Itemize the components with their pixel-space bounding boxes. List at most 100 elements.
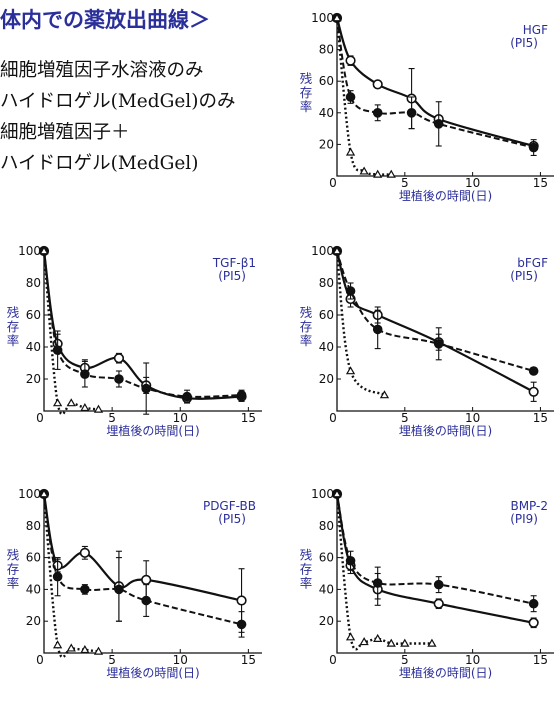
data-point-filled-circle: [433, 339, 444, 349]
x-tick-label: 10: [173, 653, 188, 667]
x-tick-label: 10: [465, 653, 480, 667]
x-tick-label: 15: [533, 411, 548, 425]
figure-title: 体内での薬放出曲線＞: [0, 7, 210, 32]
chart-panel: 20 40 60 80 100 0 5 10 15 埋植後の時間(日) 残存率 PDGF-BB(PI5…: [7, 487, 262, 680]
chart-label: TGF-β1: [212, 256, 256, 270]
data-point-filled-circle: [80, 369, 90, 380]
data-point-filled-circle: [433, 579, 444, 590]
y-tick-label: 100: [18, 487, 41, 501]
x-tick-label: 15: [533, 176, 548, 190]
series-line: [335, 250, 386, 397]
series-line: [335, 250, 535, 393]
data-point-open-triangle: [332, 246, 342, 255]
data-point-open-triangle: [39, 489, 49, 498]
data-point-filled-circle: [114, 374, 124, 384]
y-tick-label: 100: [311, 244, 334, 258]
legend-hydrogel-combined: ハイドロゲル(MedGel): [0, 153, 199, 174]
y-tick-label: 40: [26, 582, 41, 596]
data-point-open-triangle: [427, 638, 437, 647]
data-point-filled-circle: [345, 92, 356, 102]
y-tick-label: 40: [319, 340, 334, 354]
data-point-filled-circle: [182, 391, 192, 402]
data-point-filled-circle: [236, 619, 247, 630]
y-tick-label: 80: [26, 276, 41, 290]
x-tick-label: 5: [108, 653, 116, 667]
data-point-open-triangle: [93, 646, 104, 655]
chart-panel: 20 40 60 80 100 0 5 10 15 埋植後の時間(日) 残存率 HGF(PI5): [300, 11, 554, 203]
data-point-filled-circle: [236, 390, 247, 400]
y-tick-label: 20: [26, 614, 41, 628]
data-point-open-triangle: [52, 398, 63, 407]
x-tick-label: 5: [108, 411, 116, 425]
y-tick-label: 60: [319, 74, 334, 88]
x-tick-label: 0: [329, 653, 337, 667]
data-point-open-triangle: [93, 404, 104, 413]
data-point-open-triangle: [39, 246, 49, 255]
data-point-filled-circle: [406, 108, 417, 118]
data-point-open-circle: [345, 55, 356, 66]
data-point-filled-circle: [345, 555, 356, 566]
x-tick-label: 0: [329, 411, 337, 425]
y-tick-label: 100: [18, 244, 41, 258]
legend-growth-factor-solution: 細胞増殖因子水溶液のみ: [0, 60, 204, 81]
data-point-open-circle: [433, 598, 444, 609]
data-point-open-circle: [113, 353, 125, 364]
legend-hydrogel-only: ハイドロゲル(MedGel)のみ: [0, 91, 236, 112]
x-tick-label: 0: [36, 411, 44, 425]
data-point-filled-circle: [52, 345, 63, 356]
y-tick-label: 80: [319, 276, 334, 290]
series-line: [336, 493, 534, 605]
chart-label: PDGF-BB: [203, 499, 256, 513]
data-point-open-circle: [236, 595, 247, 606]
data-point-open-triangle: [359, 637, 369, 646]
data-point-filled-circle: [372, 578, 383, 588]
data-point-filled-circle: [345, 286, 356, 296]
data-point-open-circle: [528, 617, 539, 628]
y-tick-label: 20: [319, 372, 334, 386]
x-tick-label: 15: [241, 653, 256, 667]
x-tick-label: 0: [329, 176, 337, 190]
data-point-open-triangle: [379, 390, 390, 399]
series-line: [335, 493, 432, 651]
data-point-filled-circle: [528, 366, 539, 376]
chart-sublabel: (PI5): [218, 269, 246, 283]
series-line: [42, 250, 99, 416]
y-axis-label: 残存率: [300, 548, 313, 591]
y-tick-label: 100: [311, 487, 334, 501]
y-tick-label: 20: [319, 137, 334, 151]
data-point-open-circle: [141, 574, 152, 585]
chart-sublabel: (PI5): [510, 36, 538, 50]
x-tick-label: 5: [401, 176, 409, 190]
x-axis-label: 埋植後の時間(日): [106, 423, 199, 438]
data-point-filled-circle: [80, 584, 90, 595]
x-tick-label: 10: [465, 176, 480, 190]
y-tick-label: 80: [26, 519, 41, 533]
data-point-open-circle: [79, 547, 90, 558]
data-point-open-circle: [372, 79, 383, 90]
series-line: [42, 250, 242, 400]
series-line: [42, 493, 99, 659]
data-point-open-triangle: [80, 402, 90, 412]
series-line: [335, 17, 392, 176]
y-tick-label: 100: [311, 11, 334, 25]
chart-label: bFGF: [517, 256, 548, 270]
data-point-open-triangle: [332, 489, 342, 498]
y-tick-label: 40: [26, 340, 41, 354]
y-tick-label: 80: [319, 519, 334, 533]
series-line: [336, 17, 534, 149]
x-axis-label: 埋植後の時間(日): [399, 423, 492, 438]
x-tick-label: 0: [36, 653, 44, 667]
data-point-open-triangle: [386, 169, 396, 178]
y-tick-label: 20: [26, 372, 41, 386]
data-point-open-triangle: [52, 640, 63, 649]
data-point-filled-circle: [141, 383, 151, 394]
y-tick-label: 60: [26, 308, 41, 322]
chart-sublabel: (PI5): [218, 512, 246, 526]
y-tick-label: 80: [319, 43, 334, 57]
data-point-filled-circle: [528, 598, 539, 609]
x-axis-label: 埋植後の時間(日): [106, 665, 199, 680]
chart-label: HGF: [523, 23, 548, 37]
data-point-open-triangle: [80, 645, 90, 654]
data-point-open-triangle: [66, 398, 76, 407]
